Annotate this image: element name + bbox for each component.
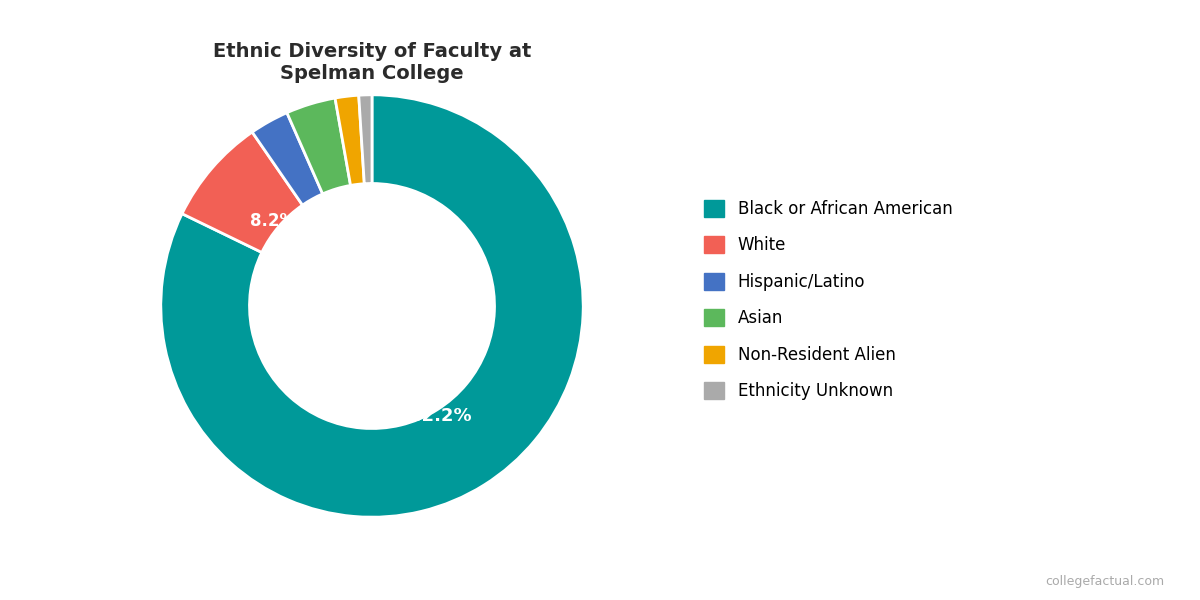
Wedge shape xyxy=(335,95,365,185)
Text: Ethnic Diversity of Faculty at
Spelman College: Ethnic Diversity of Faculty at Spelman C… xyxy=(212,42,532,83)
Legend: Black or African American, White, Hispanic/Latino, Asian, Non-Resident Alien, Et: Black or African American, White, Hispan… xyxy=(704,200,953,400)
Wedge shape xyxy=(287,98,350,194)
Wedge shape xyxy=(359,95,372,184)
Text: 82.2%: 82.2% xyxy=(409,407,473,425)
Text: collegefactual.com: collegefactual.com xyxy=(1045,575,1164,588)
Wedge shape xyxy=(182,132,302,253)
Wedge shape xyxy=(161,95,583,517)
Text: 8.2%: 8.2% xyxy=(251,212,296,230)
Wedge shape xyxy=(252,113,323,205)
